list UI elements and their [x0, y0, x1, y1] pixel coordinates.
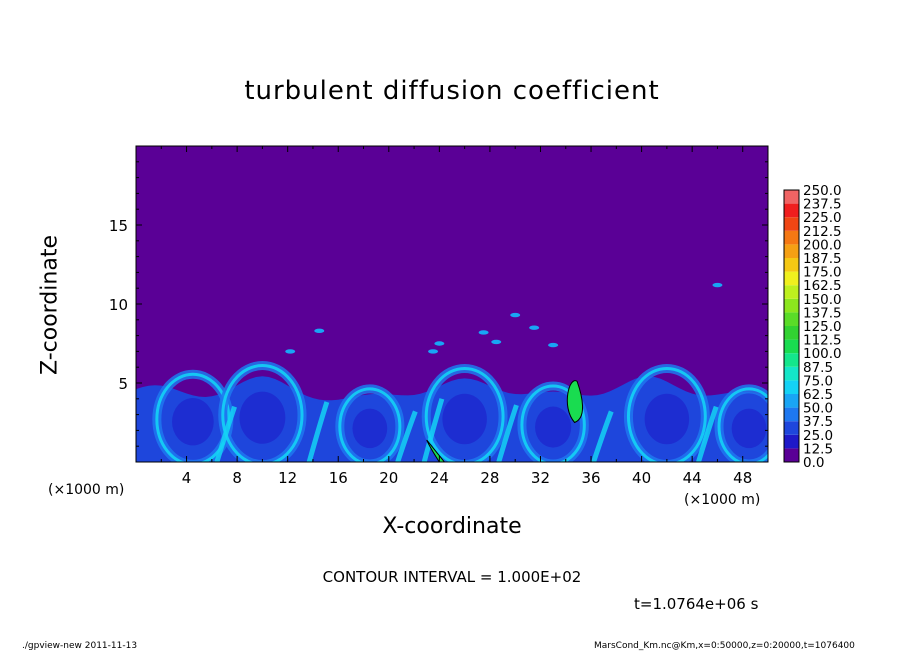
colorbar-level-label: 25.0 — [803, 428, 833, 444]
turbulent-wisp — [548, 342, 559, 348]
x-tick-label: 8 — [232, 469, 242, 487]
colorbar-level-label: 175.0 — [803, 265, 842, 281]
colorbar-level-label: 225.0 — [803, 210, 842, 226]
colorbar-segment — [784, 434, 799, 449]
x-unit-label-right: (×1000 m) — [684, 492, 761, 508]
turbulent-wisp — [428, 349, 439, 354]
plume-ring-core — [338, 387, 402, 462]
colorbar-segment — [784, 244, 799, 258]
turbulent-wisp — [434, 341, 445, 346]
colorbar-segment — [784, 203, 799, 218]
colorbar-segment — [784, 285, 799, 299]
colorbar-level-label: 125.0 — [803, 319, 842, 335]
colorbar-segment — [784, 271, 799, 286]
colorbar-segment — [784, 407, 799, 422]
x-axis-label: X-coordinate — [382, 514, 522, 539]
y-tick-label: 15 — [109, 217, 128, 235]
colorbar-segment — [784, 326, 799, 340]
x-tick-label: 44 — [683, 469, 702, 487]
y-tick-label: 10 — [109, 296, 128, 314]
x-tick-label: 48 — [733, 469, 752, 487]
x-tick-label: 40 — [632, 469, 651, 487]
colorbar-segment — [784, 217, 799, 231]
plume-core — [535, 406, 572, 448]
colorbar-segment — [784, 258, 799, 272]
turbulent-wisp — [510, 312, 521, 318]
plume-core — [731, 408, 767, 449]
colorbar-level-label: 87.5 — [803, 360, 833, 376]
colorbar-level-label: 37.5 — [803, 414, 833, 430]
plume-ring-core — [424, 366, 505, 462]
plume-ring-core — [520, 384, 586, 462]
updraft-streak — [395, 410, 418, 462]
footer-file-info: MarsCond_Km.nc@Km,x=0:50000,z=0:20000,t=… — [594, 641, 855, 651]
contour-patch-100 — [426, 439, 446, 462]
colorbar-level-label: 62.5 — [803, 387, 833, 403]
plume-core — [172, 398, 214, 446]
plume-ring-core — [626, 366, 707, 462]
plume-core — [644, 393, 690, 445]
x-tick-label: 32 — [531, 469, 550, 487]
colorbar-level-label: 50.0 — [803, 401, 833, 417]
plume-core — [239, 391, 286, 444]
chart-title: turbulent diffusion coefficient — [244, 76, 660, 106]
colorbar-level-label: 250.0 — [803, 183, 842, 199]
plume-ring-core — [717, 387, 768, 462]
footer-program-info: ./gpview-new 2011-11-13 — [22, 641, 138, 651]
colorbar-level-label: 137.5 — [803, 305, 842, 321]
x-tick-label: 12 — [278, 469, 297, 487]
colorbar-level-label: 237.5 — [803, 197, 842, 213]
time-annotation: t=1.0764e+06 s — [634, 595, 759, 613]
updraft-streak — [696, 405, 719, 462]
colorbar-segment — [784, 312, 799, 326]
colorbar-level-label: 12.5 — [803, 441, 833, 457]
contour-patch-100 — [566, 380, 584, 424]
turbulent-wisp — [478, 330, 489, 335]
colorbar-level-label: 187.5 — [803, 251, 842, 267]
plume-core — [442, 393, 487, 445]
colorbar-level-label: 212.5 — [803, 224, 842, 240]
colorbar-level-label: 112.5 — [803, 333, 842, 349]
contour-interval-text: CONTOUR INTERVAL = 1.000E+02 — [322, 568, 582, 586]
colorbar-level-label: 150.0 — [803, 292, 842, 308]
turbulent-wisp — [314, 328, 325, 334]
colorbar-level-label: 75.0 — [803, 373, 833, 389]
x-tick-label: 20 — [379, 469, 398, 487]
colorbar-segment — [784, 298, 799, 313]
updraft-streak — [306, 401, 330, 462]
colorbar-segment — [784, 366, 799, 381]
x-tick-label: 16 — [329, 469, 348, 487]
colorbar-level-label: 100.0 — [803, 346, 842, 362]
colorbar-level-label: 0.0 — [803, 455, 824, 471]
turbulent-wisp — [529, 325, 540, 330]
turbulent-wisp — [712, 282, 723, 288]
colorbar-level-label: 162.5 — [803, 278, 842, 294]
turbulent-wisp — [491, 339, 502, 345]
y-tick-label: 5 — [118, 375, 128, 393]
x-tick-label: 24 — [430, 469, 449, 487]
colorbar-segment — [784, 339, 799, 354]
plume-ring-core — [221, 364, 304, 462]
colorbar-segment — [784, 380, 799, 394]
turbulent-wisp — [285, 349, 296, 354]
updraft-streak — [591, 410, 614, 462]
colorbar-segment — [784, 394, 799, 408]
colorbar-segment — [784, 190, 799, 204]
colorbar-segment — [784, 230, 799, 245]
colorbar-segment — [784, 421, 799, 435]
colorbar-frame — [783, 189, 800, 463]
plume-core — [352, 408, 388, 449]
x-tick-label: 4 — [182, 469, 192, 487]
x-tick-label: 36 — [581, 469, 600, 487]
colorbar-segment — [784, 448, 799, 462]
updraft-streak — [214, 405, 237, 462]
x-tick-label: 28 — [480, 469, 499, 487]
colorbar-level-label: 200.0 — [803, 237, 842, 253]
updraft-streak — [421, 398, 445, 462]
colorbar-segment — [784, 353, 799, 367]
x-unit-label-left: (×1000 m) — [48, 482, 125, 498]
boundary-layer — [136, 282, 768, 462]
updraft-streak — [496, 404, 519, 462]
